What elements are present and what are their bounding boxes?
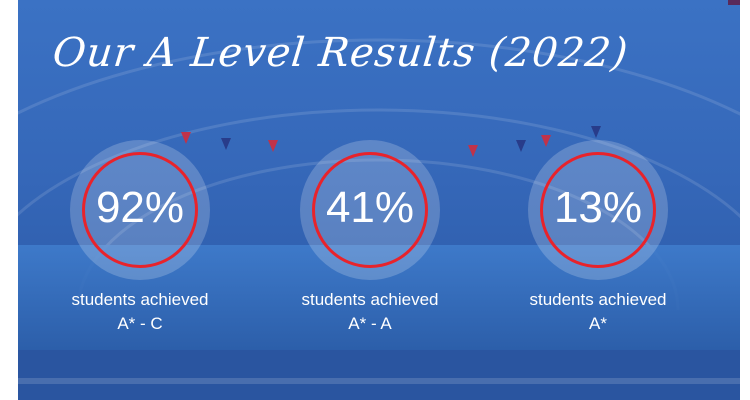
results-banner: Our A Level Results (2022) 92% students … [18, 0, 740, 400]
stat-value: 92% [95, 183, 185, 232]
bunting-flag [516, 140, 526, 152]
bunting-flag [591, 126, 601, 138]
stat-caption: students achieved A* - C [30, 288, 250, 336]
corner-mark [728, 0, 740, 5]
page-title: Our A Level Results (2022) [50, 30, 631, 76]
stat-value: 13% [553, 183, 643, 232]
grade-range: A* - A [348, 314, 392, 333]
red-ring [82, 152, 198, 268]
bunting-flag [468, 145, 478, 157]
stat-a-star: 13% students achieved A* [488, 140, 708, 336]
caption-line: students achieved [529, 290, 667, 309]
bunting-flag [541, 135, 551, 147]
stat-circle: 13% [528, 140, 668, 280]
red-ring [540, 152, 656, 268]
stat-caption: students achieved A* - A [260, 288, 480, 336]
red-ring [312, 152, 428, 268]
bunting-flag [181, 132, 191, 144]
roof-arch [18, 38, 740, 116]
grade-range: A* - C [117, 314, 163, 333]
stat-caption: students achieved A* [488, 288, 708, 336]
caption-line: students achieved [301, 290, 439, 309]
stat-circle: 92% [70, 140, 210, 280]
pool-stripe [18, 378, 740, 384]
grade-range: A* [589, 314, 607, 333]
bunting-flag [221, 138, 231, 150]
caption-line: students achieved [71, 290, 209, 309]
stat-value: 41% [325, 183, 415, 232]
stat-a-star-to-a: 41% students achieved A* - A [260, 140, 480, 336]
roof-arch [18, 108, 740, 219]
stat-a-star-to-c: 92% students achieved A* - C [30, 140, 250, 336]
bunting-flag [268, 140, 278, 152]
stat-circle: 41% [300, 140, 440, 280]
pool-edge [18, 350, 740, 400]
